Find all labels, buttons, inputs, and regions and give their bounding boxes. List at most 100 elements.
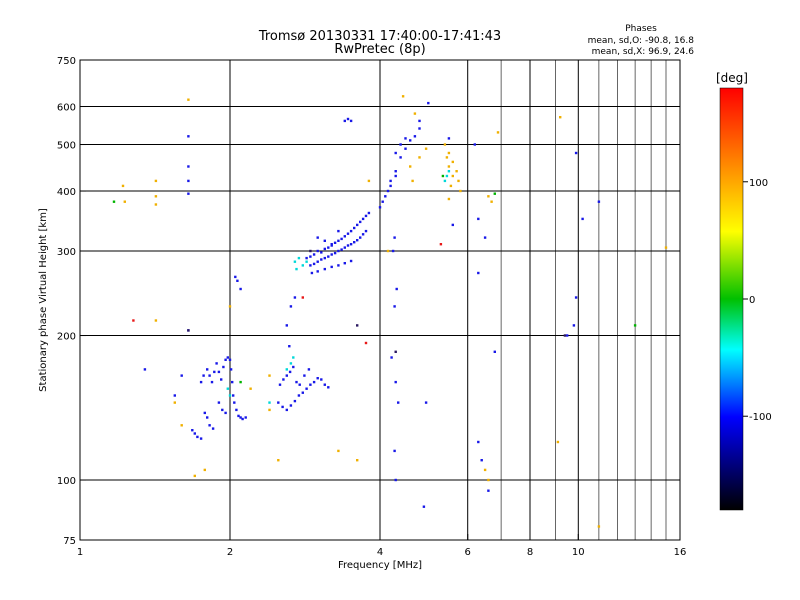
scatter-point xyxy=(320,378,323,381)
colorbar-label: [deg] xyxy=(716,71,748,85)
scatter-point xyxy=(202,374,205,377)
scatter-point xyxy=(394,170,397,173)
phases-heading: Phases xyxy=(625,24,657,34)
scatter-point xyxy=(364,214,368,218)
scatter-point xyxy=(305,387,308,390)
scatter-point xyxy=(234,275,237,279)
scatter-point xyxy=(220,378,223,381)
scatter-point xyxy=(459,189,462,193)
scatter-point xyxy=(224,358,227,361)
scatter-point xyxy=(449,184,453,188)
scatter-point xyxy=(572,324,576,327)
scatter-point xyxy=(356,459,359,462)
scatter-point xyxy=(337,239,340,242)
scatter-point xyxy=(323,256,326,260)
scatter-point xyxy=(381,200,384,203)
scatter-point xyxy=(199,380,203,384)
scatter-point xyxy=(330,243,333,246)
scatter-point xyxy=(293,260,297,263)
scatter-point xyxy=(597,200,601,203)
scatter-point xyxy=(556,440,560,444)
scatter-point xyxy=(404,147,407,150)
scatter-point xyxy=(241,417,244,421)
scatter-point xyxy=(477,271,480,275)
scatter-point xyxy=(121,184,125,188)
scatter-point xyxy=(187,192,190,195)
scatter-point xyxy=(285,368,288,371)
scatter-point xyxy=(633,324,637,327)
scatter-point xyxy=(477,217,480,221)
scatter-point xyxy=(232,394,235,397)
chart-subtitle: RwPretec (8p) xyxy=(334,42,425,57)
scatter-point xyxy=(231,380,234,384)
scatter-point xyxy=(154,195,158,198)
scatter-point xyxy=(224,411,227,415)
scatter-point xyxy=(393,449,396,453)
scatter-point xyxy=(343,235,346,238)
scatter-point xyxy=(386,189,390,193)
scatter-point xyxy=(480,459,483,462)
scatter-point xyxy=(424,401,428,404)
x-tick-label: 8 xyxy=(527,547,533,558)
scatter-point xyxy=(427,101,430,105)
scatter-point xyxy=(228,358,232,361)
scatter-point xyxy=(337,249,340,253)
scatter-point xyxy=(451,174,454,178)
scatter-point xyxy=(359,236,362,239)
scatter-point xyxy=(353,241,356,244)
scatter-point xyxy=(293,399,297,403)
phases-x-stats: mean, sd,X: 96.9, 24.6 xyxy=(592,47,695,57)
scatter-point xyxy=(228,394,232,397)
scatter-point xyxy=(310,271,314,275)
scatter-point xyxy=(289,305,293,308)
scatter-point xyxy=(364,229,368,233)
scatter-point xyxy=(288,345,291,348)
scatter-point xyxy=(203,411,206,415)
scatter-point xyxy=(457,179,460,183)
scatter-point xyxy=(301,296,304,299)
x-tick-label: 2 xyxy=(227,547,233,558)
scatter-point xyxy=(222,365,225,369)
scatter-point xyxy=(483,236,487,239)
scatter-point xyxy=(295,380,298,384)
scatter-point xyxy=(487,489,490,492)
scatter-point xyxy=(154,203,158,206)
scatter-point xyxy=(206,368,209,371)
scatter-point xyxy=(418,119,421,123)
colorbar-tick-label: 100 xyxy=(749,178,768,189)
scatter-point xyxy=(349,119,353,123)
scatter-point xyxy=(303,374,306,377)
scatter-point xyxy=(305,256,308,260)
x-tick-label: 10 xyxy=(572,547,585,558)
scatter-point xyxy=(307,368,311,371)
scatter-point xyxy=(327,246,330,249)
scatter-point xyxy=(356,239,359,242)
scatter-point xyxy=(340,248,343,251)
scatter-point xyxy=(193,432,196,435)
grid-lines xyxy=(80,60,680,540)
scatter-point xyxy=(278,383,282,386)
y-tick-label: 100 xyxy=(57,476,76,487)
scatter-point xyxy=(451,160,454,164)
scatter-point xyxy=(367,179,371,183)
scatter-point xyxy=(298,383,301,386)
colorbar-ticks: 100 0 -100 xyxy=(743,178,772,423)
scatter-point xyxy=(447,151,451,155)
scatter-point xyxy=(664,246,668,249)
scatter-point xyxy=(309,255,312,258)
scatter-point xyxy=(346,244,350,247)
y-tick-label: 500 xyxy=(57,141,76,152)
scatter-points xyxy=(112,95,668,528)
scatter-point xyxy=(447,165,451,168)
scatter-point xyxy=(337,229,340,233)
scatter-point xyxy=(320,251,323,254)
y-tick-label: 200 xyxy=(57,332,76,343)
scatter-point xyxy=(210,380,214,384)
scatter-point xyxy=(229,368,233,371)
scatter-point xyxy=(112,200,116,203)
scatter-point xyxy=(330,244,333,247)
scatter-point xyxy=(401,95,405,98)
scatter-point xyxy=(320,258,323,261)
scatter-point xyxy=(386,249,390,253)
